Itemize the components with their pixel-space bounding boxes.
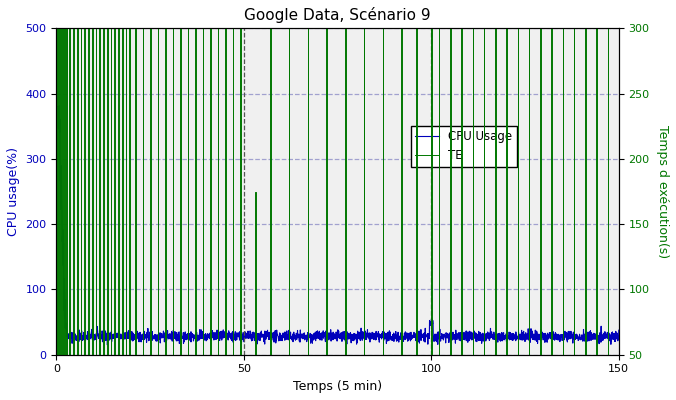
TE: [77, 26, 85, 31]
CPU Usage: [150, 335, 158, 340]
CPU Usage: [614, 328, 623, 332]
Line: CPU Usage: CPU Usage: [56, 106, 619, 345]
TE: [581, 352, 589, 357]
CPU Usage: [117, 332, 125, 336]
Legend: CPU Usage, TE: CPU Usage, TE: [410, 126, 517, 167]
CPU Usage: [103, 342, 112, 347]
TE: [53, 26, 62, 31]
Y-axis label: CPU usage(%): CPU usage(%): [7, 147, 20, 236]
TE: [73, 352, 81, 357]
TE: [469, 26, 477, 31]
TE: [604, 352, 612, 357]
TE: [162, 26, 170, 31]
TE: [53, 352, 62, 357]
CPU Usage: [604, 336, 612, 341]
CPU Usage: [293, 337, 301, 342]
Title: Google Data, Scénario 9: Google Data, Scénario 9: [244, 7, 431, 23]
Line: TE: TE: [57, 28, 608, 355]
X-axis label: Temps (5 min): Temps (5 min): [293, 380, 382, 393]
CPU Usage: [55, 103, 64, 108]
CPU Usage: [544, 331, 552, 336]
Y-axis label: Temps d exécution(s): Temps d exécution(s): [656, 125, 669, 258]
CPU Usage: [268, 334, 276, 339]
TE: [161, 26, 169, 31]
CPU Usage: [52, 104, 60, 109]
